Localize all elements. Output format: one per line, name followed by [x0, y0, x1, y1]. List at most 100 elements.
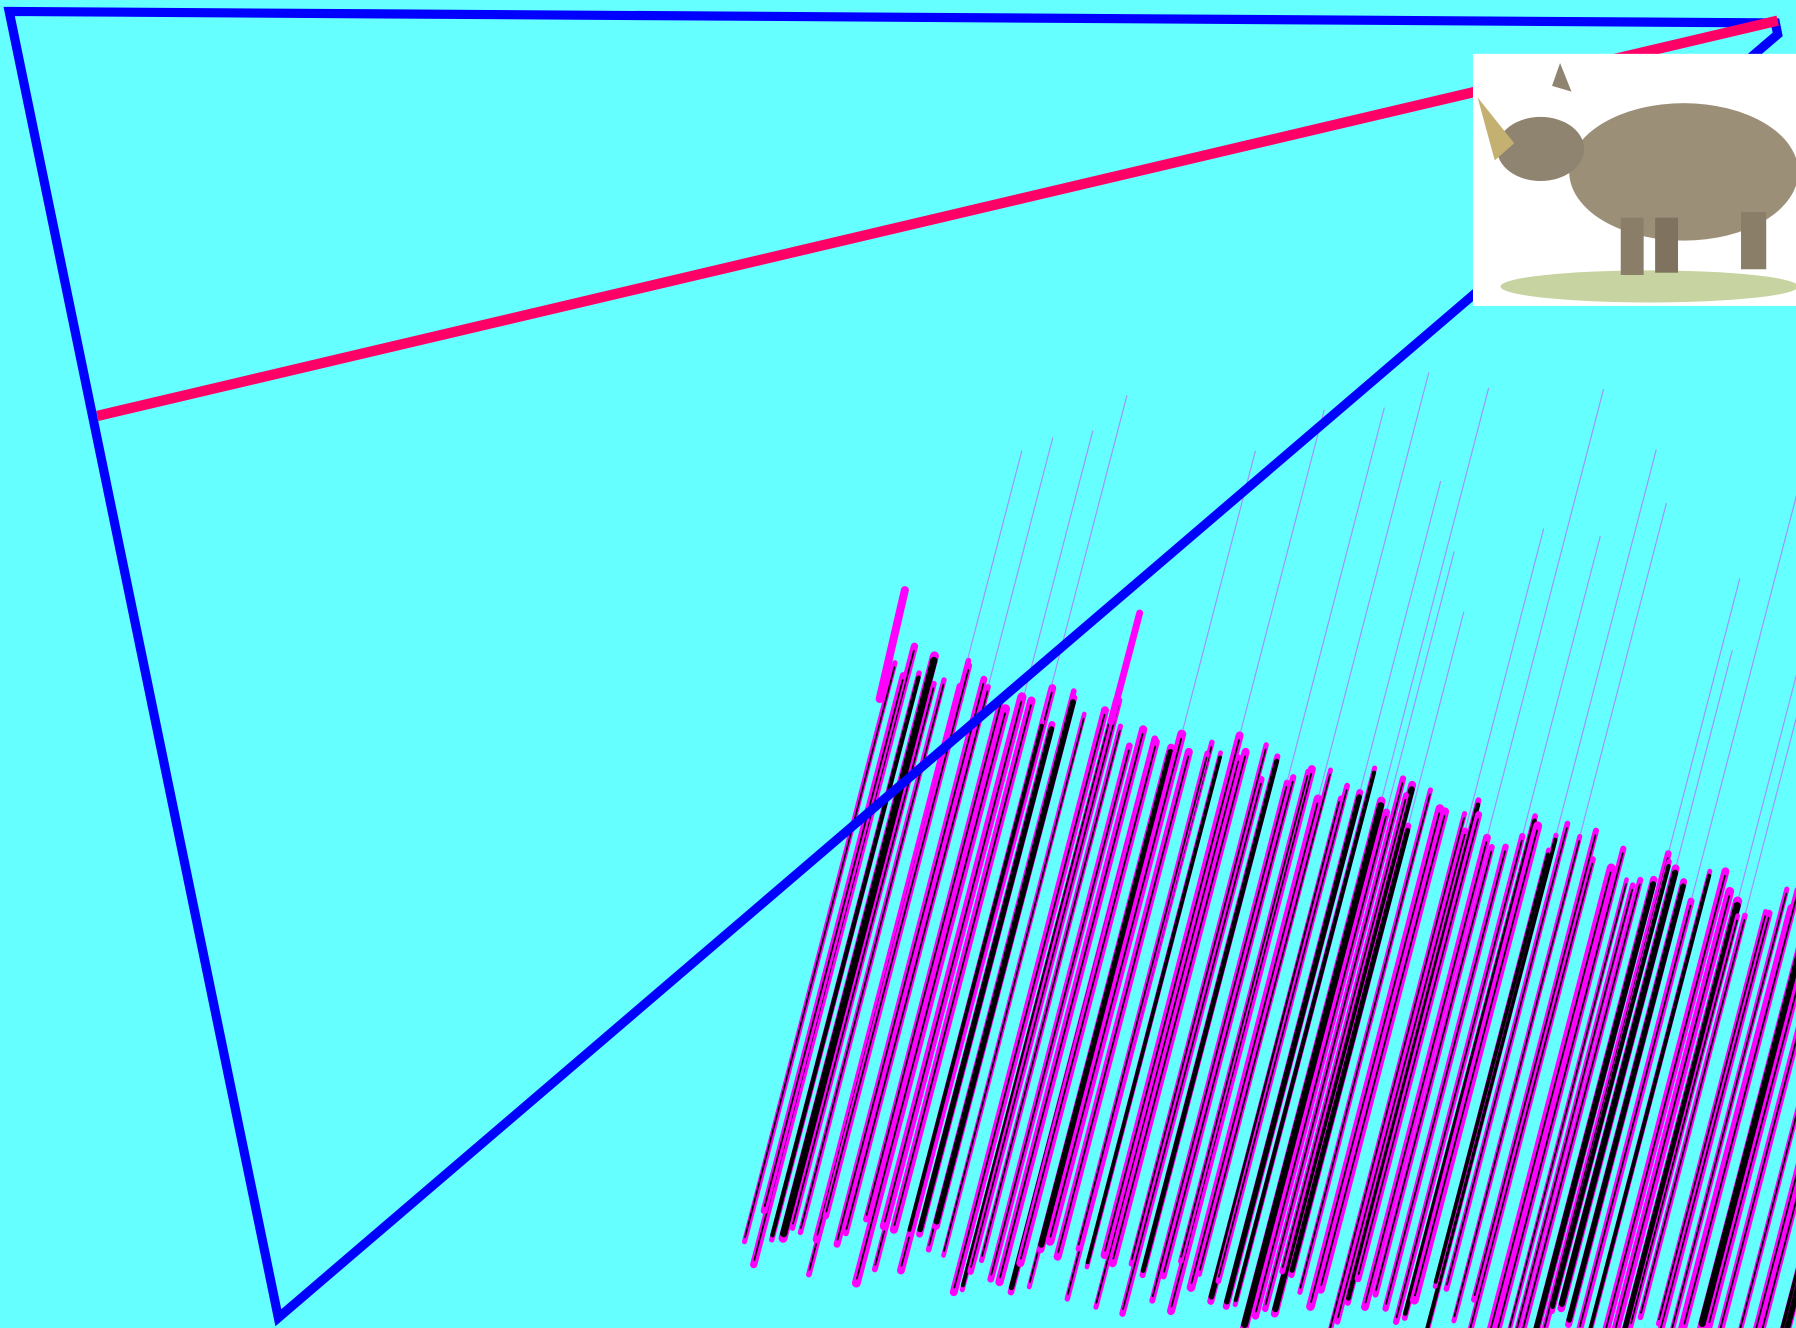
- glitch-line: [1107, 609, 1144, 726]
- glitch-line: [1181, 450, 1256, 735]
- glitch-line: [1658, 915, 1766, 1321]
- glitch-line: [1555, 449, 1657, 836]
- glitch-line: [1671, 892, 1788, 1328]
- glitch-line: [1675, 650, 1733, 869]
- glitch-line: [763, 679, 904, 1208]
- glitch-line: [1375, 850, 1493, 1291]
- glitch-line: [1739, 1113, 1796, 1328]
- glitch-line: [1578, 904, 1692, 1328]
- glitch-line: [875, 586, 909, 703]
- glitch-line: [1433, 852, 1550, 1284]
- glitch-line: [1533, 881, 1657, 1328]
- glitch-line: [1588, 873, 1712, 1328]
- glitch-line: [1122, 782, 1262, 1310]
- glitch-line: [1041, 395, 1128, 722]
- glitch-line: [1497, 852, 1624, 1328]
- glitch-line: [1622, 901, 1741, 1328]
- rhino-leg: [1655, 217, 1679, 273]
- glitch-line: [845, 690, 989, 1230]
- glitch-line: [1020, 745, 1157, 1260]
- glitch-line: [1402, 818, 1537, 1316]
- glitch-line: [981, 729, 1121, 1257]
- glitch-line: [1755, 1173, 1796, 1328]
- glitch-line: [856, 712, 1006, 1280]
- glitch-line: [1407, 611, 1465, 826]
- glitch-line: [1605, 875, 1726, 1328]
- glitch-line: [1425, 837, 1558, 1328]
- glitch-line: [1558, 869, 1679, 1307]
- glitch-line: [1640, 919, 1746, 1314]
- glitch-line: [1112, 755, 1246, 1260]
- glitch-line: [1130, 748, 1267, 1261]
- glitch-line: [1085, 755, 1222, 1265]
- glitch-line: [1140, 758, 1280, 1273]
- glitch-line: [1550, 863, 1671, 1310]
- glitch-line: [1199, 773, 1331, 1271]
- glitch-line: [1272, 786, 1415, 1313]
- glitch-line: [1299, 793, 1431, 1289]
- glitch-line: [825, 669, 970, 1213]
- glitch-line: [953, 713, 1106, 1289]
- glitch-line: [1233, 770, 1377, 1303]
- glitch-line: [1180, 775, 1309, 1258]
- glitch-line: [1020, 430, 1094, 706]
- glitch-line: [1317, 372, 1430, 799]
- grass: [1500, 270, 1796, 303]
- glitch-line: [884, 700, 1023, 1223]
- glitch-lines: [741, 372, 1796, 1328]
- glitch-line: [1241, 802, 1385, 1328]
- glitch-line: [1357, 818, 1479, 1276]
- glitch-line: [1255, 815, 1387, 1313]
- glitch-line: [1038, 749, 1174, 1248]
- glitch-line: [1239, 409, 1325, 736]
- glitch-line: [1289, 827, 1411, 1273]
- glitch-line: [1614, 895, 1731, 1328]
- glitch-line: [1719, 1037, 1796, 1328]
- glitch-line: [1490, 871, 1612, 1328]
- glitch-line: [1446, 827, 1568, 1286]
- glitch-line: [1464, 528, 1545, 831]
- glitch-line: [1761, 1197, 1796, 1328]
- glitch-line: [1630, 919, 1738, 1324]
- glitch-line: [1395, 839, 1523, 1319]
- glitch-line: [1521, 535, 1601, 837]
- triangle: [3, 6, 1783, 1327]
- glitch-line: [1329, 817, 1465, 1328]
- glitch-line: [1516, 888, 1634, 1328]
- glitch-line: [1469, 862, 1594, 1328]
- glitch-line: [1708, 989, 1796, 1324]
- glitch-line: [1049, 737, 1183, 1238]
- glitch-line: [744, 666, 896, 1238]
- rhino-ear: [1552, 63, 1572, 92]
- glitch-line: [1095, 760, 1240, 1304]
- glitch-line: [1579, 502, 1668, 837]
- glitch-line: [943, 717, 1085, 1252]
- glitch-line: [1310, 812, 1441, 1303]
- glitch-line: [1359, 480, 1442, 793]
- glitch-line: [1170, 772, 1313, 1308]
- glitch-line: [1077, 756, 1208, 1246]
- glitch-line: [987, 437, 1054, 687]
- glitch-line: [1659, 916, 1770, 1328]
- glitch-line: [917, 726, 1055, 1233]
- glitch-line: [893, 704, 1032, 1226]
- glitch-line: [1473, 834, 1597, 1296]
- glitch-line: [1737, 674, 1796, 902]
- glitch-line: [1486, 388, 1605, 838]
- glitch-line: [999, 733, 1144, 1279]
- glitch-line: [770, 675, 921, 1238]
- glitch-line: [933, 699, 1076, 1225]
- glitch-line: [1690, 494, 1796, 902]
- rhino-image: [1472, 53, 1796, 306]
- glitch-line: [780, 656, 938, 1238]
- glitch-line: [1281, 798, 1407, 1268]
- glitch-line: [1190, 802, 1319, 1284]
- glitch-line: [1151, 786, 1288, 1297]
- glitch-line: [1104, 739, 1240, 1252]
- glitch-line: [1224, 794, 1362, 1305]
- glitch-line: [1337, 833, 1466, 1319]
- glitch-line: [1683, 895, 1796, 1325]
- glitch-line: [1566, 883, 1686, 1323]
